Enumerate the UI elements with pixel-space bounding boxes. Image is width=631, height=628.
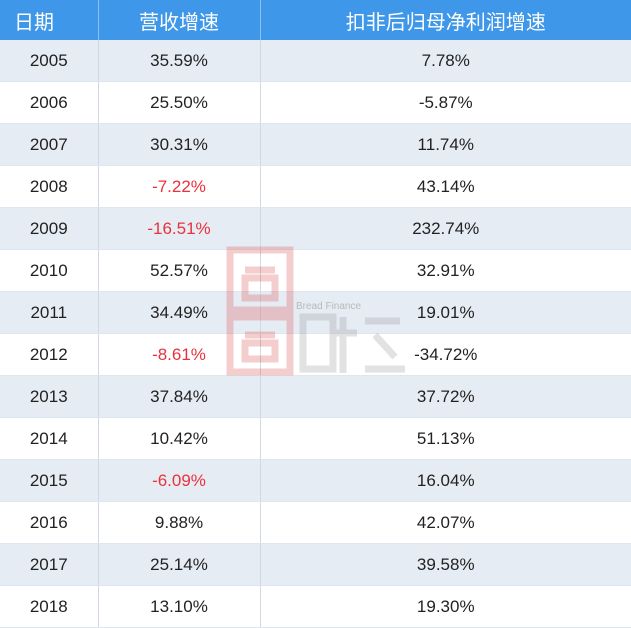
profit-growth-cell: 232.74% bbox=[260, 207, 631, 250]
table-body: 2005 35.59% 7.78% 2006 25.50% -5.87% 2007 30.31… bbox=[0, 40, 631, 628]
profit-growth-cell: 42.07% bbox=[260, 501, 631, 544]
table-row: 2009 -16.51% 232.74% bbox=[0, 207, 631, 250]
revenue-growth-cell: -7.22% bbox=[98, 165, 261, 208]
profit-growth-cell: 43.14% bbox=[260, 165, 631, 208]
profit-growth-cell: 19.30% bbox=[260, 585, 631, 628]
watermark-text: Bread Finance bbox=[296, 301, 362, 312]
year-cell: 2008 bbox=[0, 165, 99, 208]
year-cell: 2016 bbox=[0, 501, 99, 544]
profit-growth-cell: 11.74% bbox=[260, 123, 631, 166]
revenue-growth-cell: 25.14% bbox=[98, 543, 261, 586]
revenue-growth-cell: 13.10% bbox=[98, 585, 261, 628]
table-row: 2008 -7.22% 43.14% bbox=[0, 165, 631, 208]
year-cell: 2015 bbox=[0, 459, 99, 502]
year-cell: 2009 bbox=[0, 207, 99, 250]
revenue-growth-cell: 10.42% bbox=[98, 417, 261, 460]
table-row: 2015 -6.09% 16.04% bbox=[0, 459, 631, 502]
table-row: 2017 25.14% 39.58% bbox=[0, 543, 631, 586]
year-cell: 2012 bbox=[0, 333, 99, 376]
table-header: 日期 营收增速 扣非后归母净利润增速 bbox=[0, 0, 631, 40]
profit-growth-cell: -34.72% bbox=[260, 333, 631, 376]
profit-growth-cell: 7.78% bbox=[260, 40, 631, 82]
table-row: 2016 9.88% 42.07% bbox=[0, 501, 631, 544]
revenue-growth-cell: -6.09% bbox=[98, 459, 261, 502]
table-row: 2011 34.49% 19.01% bbox=[0, 291, 631, 334]
revenue-growth-cell: -8.61% bbox=[98, 333, 261, 376]
revenue-growth-cell: -16.51% bbox=[98, 207, 261, 250]
table-row: 2007 30.31% 11.74% bbox=[0, 123, 631, 166]
header-profit-growth: 扣非后归母净利润增速 bbox=[260, 0, 631, 40]
table-row: 2012 -8.61% -34.72% bbox=[0, 333, 631, 376]
year-cell: 2011 bbox=[0, 291, 99, 334]
table-row: 2018 13.10% 19.30% bbox=[0, 585, 631, 628]
header-row: 日期 营收增速 扣非后归母净利润增速 bbox=[0, 0, 631, 40]
profit-growth-cell: 32.91% bbox=[260, 249, 631, 292]
revenue-growth-cell: 25.50% bbox=[98, 81, 261, 124]
year-cell: 2010 bbox=[0, 249, 99, 292]
table-row: 2005 35.59% 7.78% bbox=[0, 40, 631, 82]
table-row: 2010 52.57% 32.91% bbox=[0, 249, 631, 292]
profit-growth-cell: 37.72% bbox=[260, 375, 631, 418]
table-row: 2006 25.50% -5.87% bbox=[0, 81, 631, 124]
table-row: 2014 10.42% 51.13% bbox=[0, 417, 631, 460]
year-cell: 2005 bbox=[0, 40, 99, 82]
revenue-growth-cell: 30.31% bbox=[98, 123, 261, 166]
profit-growth-cell: 39.58% bbox=[260, 543, 631, 586]
revenue-growth-cell: 9.88% bbox=[98, 501, 261, 544]
year-cell: 2013 bbox=[0, 375, 99, 418]
revenue-growth-cell: 34.49% bbox=[98, 291, 261, 334]
year-cell: 2007 bbox=[0, 123, 99, 166]
year-cell: 2018 bbox=[0, 585, 99, 628]
revenue-growth-cell: 37.84% bbox=[98, 375, 261, 418]
profit-growth-cell: -5.87% bbox=[260, 81, 631, 124]
profit-growth-cell: 16.04% bbox=[260, 459, 631, 502]
revenue-growth-cell: 35.59% bbox=[98, 40, 261, 82]
table-row: 2013 37.84% 37.72% bbox=[0, 375, 631, 418]
profit-growth-cell: 19.01% bbox=[260, 291, 631, 334]
revenue-growth-cell: 52.57% bbox=[98, 249, 261, 292]
header-date: 日期 bbox=[0, 0, 99, 40]
year-cell: 2014 bbox=[0, 417, 99, 460]
year-cell: 2006 bbox=[0, 81, 99, 124]
profit-growth-cell: 51.13% bbox=[260, 417, 631, 460]
header-revenue-growth: 营收增速 bbox=[98, 0, 261, 40]
year-cell: 2017 bbox=[0, 543, 99, 586]
